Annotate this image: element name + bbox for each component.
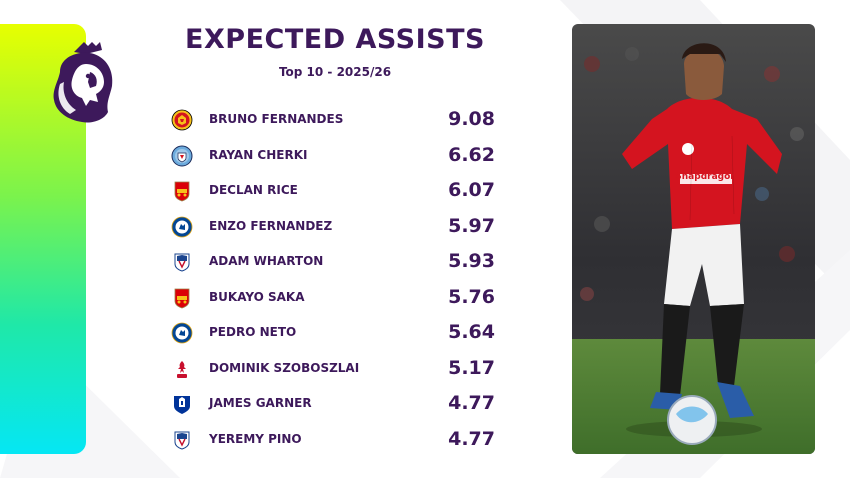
player-name: PEDRO NETO [209,325,297,339]
xa-value: 5.93 [448,250,495,272]
ranking-row: BUKAYO SAKA 5.76 [165,280,505,316]
premier-league-lion-logo [53,42,113,123]
chelsea-crest-icon [171,322,193,344]
ranking-row: PEDRO NETO 5.64 [165,315,505,351]
xa-value: 5.76 [448,285,495,308]
man-city-crest-icon [171,145,193,166]
page-title: EXPECTED ASSISTS [185,24,485,55]
xa-value: 4.77 [448,427,495,450]
xa-value: 5.97 [448,214,495,237]
player-name: ENZO FERNANDEZ [209,218,333,233]
player-name: BUKAYO SAKA [209,289,305,304]
player-name: DOMINIK SZOBOSZLAI [209,360,360,375]
ranking-row: ENZO FERNANDEZ 5.97 [165,209,505,245]
xa-value: 5.17 [448,356,495,379]
xa-value: 5.64 [448,321,495,343]
sponsor-text: Snapdragon [675,172,736,182]
ranking-row: YEREMY PINO 4.77 [165,422,505,458]
xa-value: 6.07 [448,179,495,201]
xa-value: 4.77 [448,392,495,414]
chelsea-crest-icon [171,216,193,237]
ranking-row: BRUNO FERNANDES 9.08 [165,102,505,138]
ranking-row: DOMINIK SZOBOSZLAI 5.17 [165,351,505,387]
player-name: ADAM WHARTON [209,254,324,268]
player-name: BRUNO FERNANDES [209,112,344,126]
player-name: RAYAN CHERKI [209,147,308,162]
ranking-row: DECLAN RICE 6.07 [165,173,505,209]
liverpool-crest-icon [177,360,187,378]
ranking-row: RAYAN CHERKI 6.62 [165,138,505,174]
ranking-row: JAMES GARNER 4.77 [165,386,505,422]
player-photo: Snapdragon [572,24,815,454]
rankings-list: BRUNO FERNANDES 9.08 RAYAN CHERKI 6.62 D… [165,102,505,457]
crystal-palace-crest-icon [174,253,190,272]
crystal-palace-crest-icon [174,431,190,450]
man-utd-crest-icon [171,109,193,131]
arsenal-crest-icon [174,181,190,202]
player-name: YEREMY PINO [209,431,302,446]
player-name: DECLAN RICE [209,183,298,197]
xa-value: 9.08 [448,108,495,130]
everton-crest-icon [174,396,190,414]
player-name: JAMES GARNER [209,396,312,410]
page-subtitle: Top 10 - 2025/26 [278,65,392,79]
ranking-row: ADAM WHARTON 5.93 [165,244,505,280]
arsenal-crest-icon [174,288,190,308]
xa-value: 6.62 [448,143,495,166]
